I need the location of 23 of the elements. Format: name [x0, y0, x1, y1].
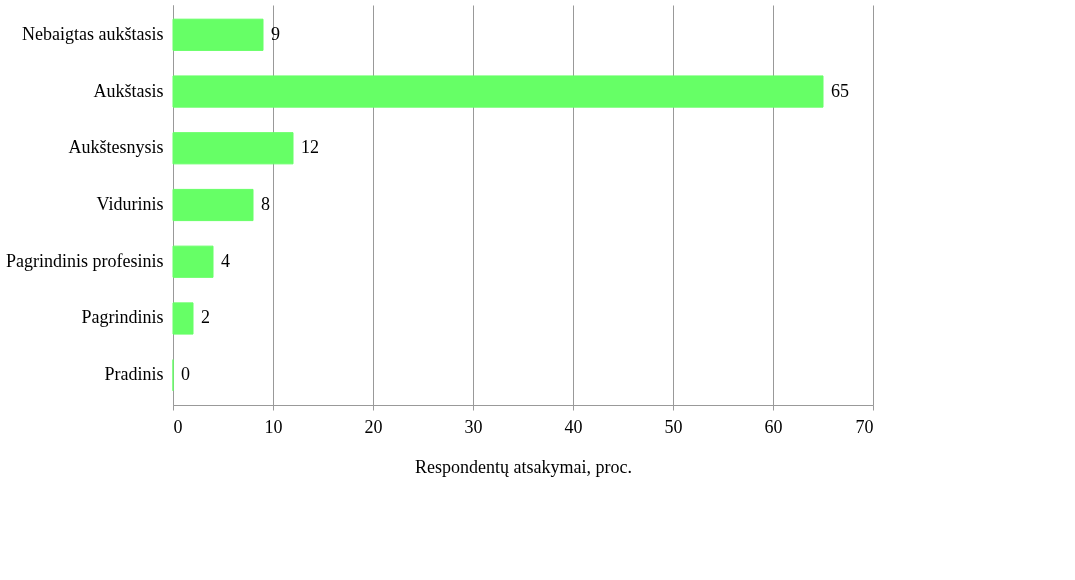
data-label: 2 — [201, 307, 210, 328]
data-label: 8 — [261, 194, 270, 214]
x-tick-label: 0 — [173, 416, 183, 437]
data-label: 0 — [181, 364, 190, 385]
y-tick-label: Aukštesnysis — [68, 137, 164, 158]
x-tick-label: 60 — [764, 416, 783, 437]
x-tick-label: 70 — [855, 416, 874, 437]
y-tick-label: Pradinis — [104, 364, 164, 385]
x-axis-title: Respondentų atsakymai, proc. — [415, 456, 632, 477]
y-tick-label: Aukštasis — [93, 80, 164, 101]
x-tick-label: 40 — [564, 416, 583, 437]
y-tick-label: Nebaigtas aukštasis — [22, 23, 164, 44]
x-tick-label: 20 — [364, 416, 383, 437]
data-label: 12 — [301, 137, 319, 158]
y-tick-label: Pagrindinis profesinis — [6, 250, 164, 271]
y-tick-label: Pagrindinis — [81, 307, 164, 328]
x-tick-label: 30 — [464, 416, 483, 437]
data-label: 9 — [271, 23, 280, 44]
data-label: 65 — [831, 80, 849, 101]
data-label: 4 — [221, 250, 230, 271]
x-tick-label: 10 — [264, 416, 283, 437]
y-tick-label: Vidurinis — [96, 194, 164, 214]
x-tick-label: 50 — [664, 416, 683, 437]
